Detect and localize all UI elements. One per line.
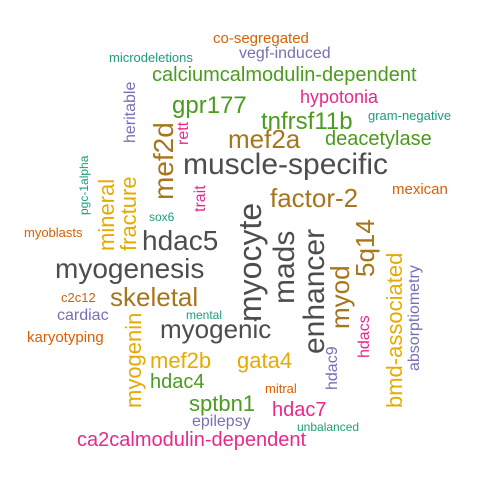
word-myod: myod: [325, 265, 355, 329]
word-c2c12: c2c12: [61, 290, 96, 305]
word-hdac7: hdac7: [272, 399, 327, 421]
word-hypotonia: hypotonia: [300, 87, 379, 107]
word-factor-2: factor-2: [270, 183, 359, 213]
word-sox6: sox6: [149, 210, 175, 224]
word-hdac4: hdac4: [150, 371, 205, 393]
word-mef2d: mef2d: [148, 122, 179, 200]
word-karyotyping: karyotyping: [27, 329, 104, 346]
word-pgc-1alpha: pgc-1alpha: [77, 155, 91, 215]
word-fracture: fracture: [116, 176, 141, 251]
word-hdac5: hdac5: [142, 225, 219, 256]
word-trait: trait: [192, 185, 209, 212]
word-skeletal: skeletal: [110, 282, 199, 312]
word-bmd-associated: bmd-associated: [382, 252, 407, 408]
word-gata4: gata4: [237, 348, 293, 373]
word-mef2b: mef2b: [150, 348, 212, 373]
word-hdacs: hdacs: [356, 315, 373, 358]
word-gpr177: gpr177: [172, 92, 247, 119]
word-myogenic: myogenic: [160, 314, 272, 344]
word-5q14: 5q14: [350, 219, 380, 277]
word-epilepsy: epilepsy: [192, 413, 251, 430]
word-heritable: heritable: [122, 81, 139, 143]
word-mental: mental: [186, 308, 223, 322]
word-myocyte: myocyte: [232, 202, 268, 322]
word-vegf-induced: vegf-induced: [239, 45, 331, 62]
word-mef2a: mef2a: [228, 124, 301, 154]
word-mads: mads: [268, 230, 301, 304]
word-unbalanced: unbalanced: [297, 420, 360, 434]
word-myoblasts: myoblasts: [24, 225, 83, 240]
word-ca2calmodulin-dependent: ca2calmodulin-dependent: [77, 429, 307, 451]
word-calciumcalmodulin-dependent: calciumcalmodulin-dependent: [152, 64, 417, 86]
word-mexican: mexican: [392, 181, 448, 198]
word-sptbn1: sptbn1: [189, 391, 256, 416]
word-myogenesis: myogenesis: [55, 253, 205, 284]
word-microdeletions: microdeletions: [109, 50, 193, 65]
word-absorptiometry: absorptiometry: [406, 265, 423, 371]
word-muscle-specific: muscle-specific: [183, 148, 389, 181]
word-mitral: mitral: [265, 381, 297, 396]
word-cardiac: cardiac: [57, 307, 109, 324]
word-gram-negative: gram-negative: [368, 108, 452, 123]
word-myogenin: myogenin: [121, 312, 146, 408]
word-mineral: mineral: [94, 178, 119, 251]
word-tnfrsf11b: tnfrsf11b: [261, 108, 353, 135]
word-deacetylase: deacetylase: [325, 128, 432, 150]
word-hdac9: hdac9: [324, 346, 341, 390]
word-co-segregated: co-segregated: [213, 30, 309, 47]
